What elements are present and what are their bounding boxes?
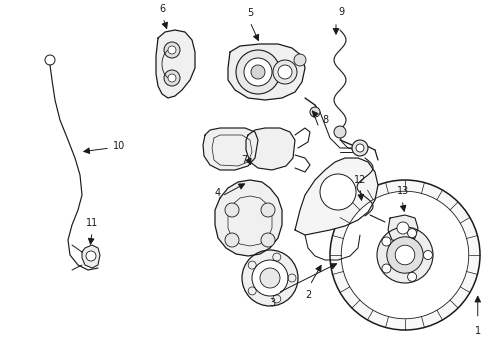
Circle shape [163,42,180,58]
Polygon shape [245,128,294,170]
Circle shape [329,180,479,330]
Polygon shape [82,245,100,268]
Circle shape [351,140,367,156]
Circle shape [386,237,422,273]
Circle shape [333,126,346,138]
Circle shape [278,65,291,79]
Circle shape [261,233,274,247]
Text: 5: 5 [246,8,253,18]
Circle shape [319,174,355,210]
Circle shape [168,46,176,54]
Text: 2: 2 [304,290,310,300]
Text: 7: 7 [241,155,246,165]
Circle shape [261,203,274,217]
Text: 4: 4 [215,188,221,198]
Circle shape [244,58,271,86]
Text: 10: 10 [113,141,125,151]
Polygon shape [387,215,417,242]
Circle shape [381,237,390,246]
Circle shape [250,65,264,79]
Circle shape [86,251,96,261]
Circle shape [251,260,287,296]
Circle shape [407,272,416,281]
Text: 6: 6 [159,4,165,14]
Circle shape [242,250,297,306]
Text: 9: 9 [337,7,344,17]
Circle shape [407,229,416,238]
Circle shape [168,74,176,82]
Circle shape [376,227,432,283]
Text: 12: 12 [353,175,366,185]
Circle shape [224,203,239,217]
Circle shape [341,191,468,319]
Polygon shape [227,44,305,100]
Polygon shape [156,30,195,98]
Polygon shape [203,128,258,170]
Circle shape [163,70,180,86]
Circle shape [224,233,239,247]
Text: 3: 3 [268,298,274,308]
Circle shape [236,50,280,94]
Text: 8: 8 [321,115,327,125]
Text: 13: 13 [396,186,408,196]
Circle shape [272,60,296,84]
Polygon shape [294,158,377,235]
Circle shape [423,251,431,260]
Circle shape [381,264,390,273]
Text: 11: 11 [86,218,98,228]
Circle shape [394,245,414,265]
Circle shape [396,222,408,234]
Text: 1: 1 [474,326,480,336]
Circle shape [309,107,319,117]
Circle shape [293,54,305,66]
Polygon shape [215,180,282,256]
Circle shape [355,144,363,152]
Circle shape [260,268,280,288]
